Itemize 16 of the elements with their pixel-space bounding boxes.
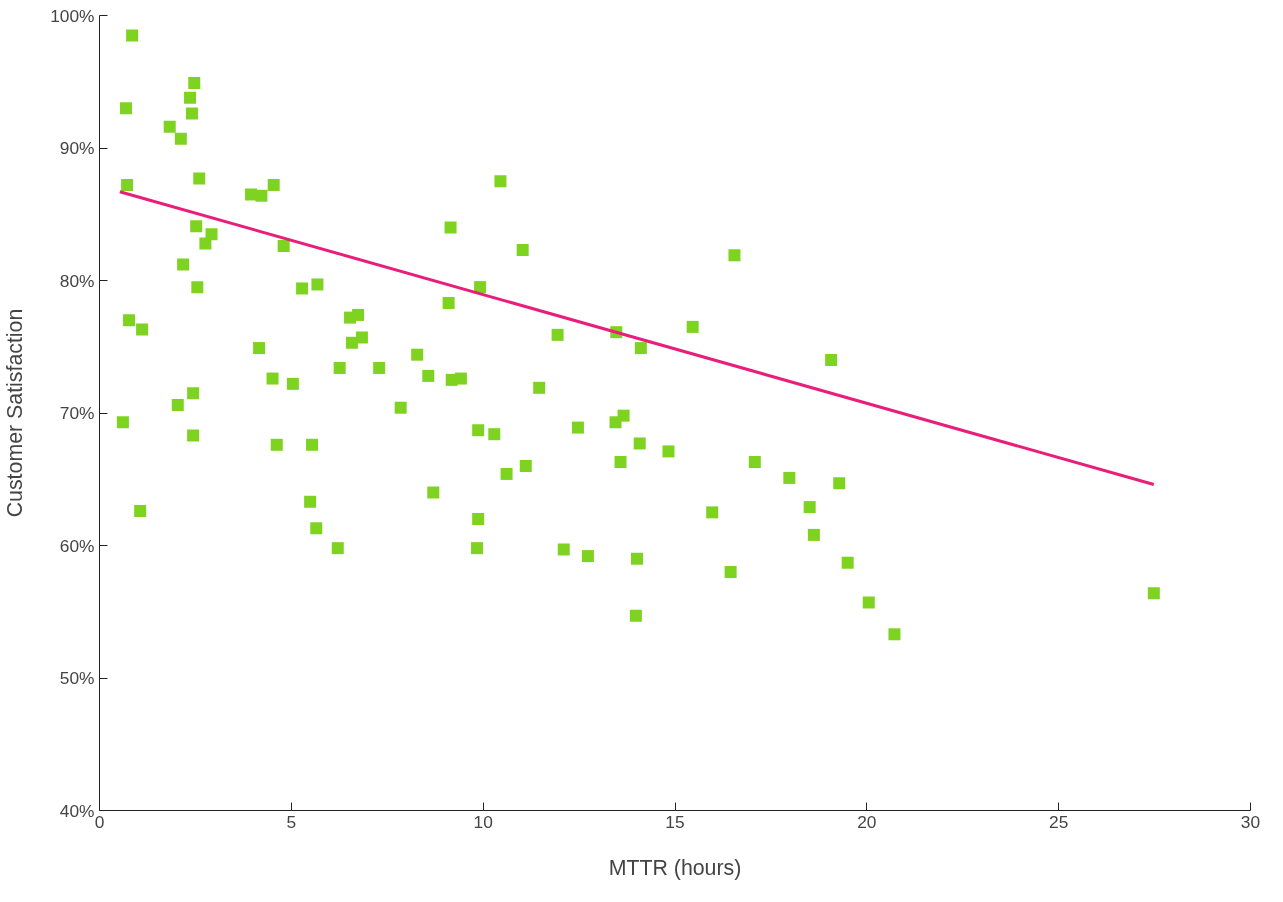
y-tick-label: 100% <box>50 5 95 26</box>
y-tick-label: 80% <box>59 270 95 291</box>
x-tick-label: 10 <box>473 811 493 832</box>
x-tick-label: 0 <box>94 811 105 832</box>
x-tick-label: 20 <box>857 811 877 832</box>
y-tick-label: 70% <box>59 403 95 423</box>
y-tick-label: 60% <box>59 535 95 556</box>
y-tick-label: 90% <box>59 138 95 158</box>
y-tick-label: 40% <box>59 800 95 821</box>
x-axis-title: MTTR (hours) <box>608 855 742 880</box>
y-tick-label: 50% <box>59 668 95 688</box>
x-tick-label: 30 <box>1240 811 1261 832</box>
y-axis-title: Customer Satisfaction <box>3 308 28 518</box>
x-tick-label: 5 <box>286 811 297 832</box>
x-tick-label: 25 <box>1049 811 1069 832</box>
x-tick-label: 15 <box>665 811 685 832</box>
